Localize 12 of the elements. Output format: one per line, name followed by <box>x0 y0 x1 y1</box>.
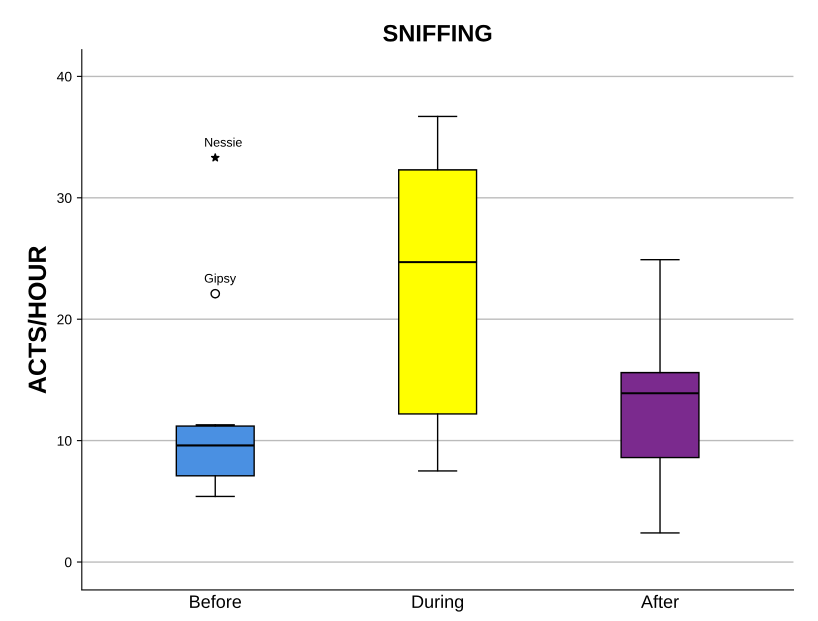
y-tick-label: 20 <box>57 314 72 324</box>
y-tick-label: 30 <box>57 193 72 203</box>
chart-title: SNIFFING <box>383 24 492 42</box>
y-axis-title: ACTS/HOUR <box>28 246 46 394</box>
y-tick-label: 40 <box>56 72 72 82</box>
annotation: Nessie <box>205 138 242 147</box>
x-tick-label: Before <box>190 594 242 608</box>
x-tick-label: After <box>640 594 679 608</box>
y-tick-label: 10 <box>58 436 72 446</box>
x-tick-label: During <box>412 594 464 612</box>
annotation: Gipsy <box>204 274 236 286</box>
y-tick-label: 0 <box>64 557 72 568</box>
